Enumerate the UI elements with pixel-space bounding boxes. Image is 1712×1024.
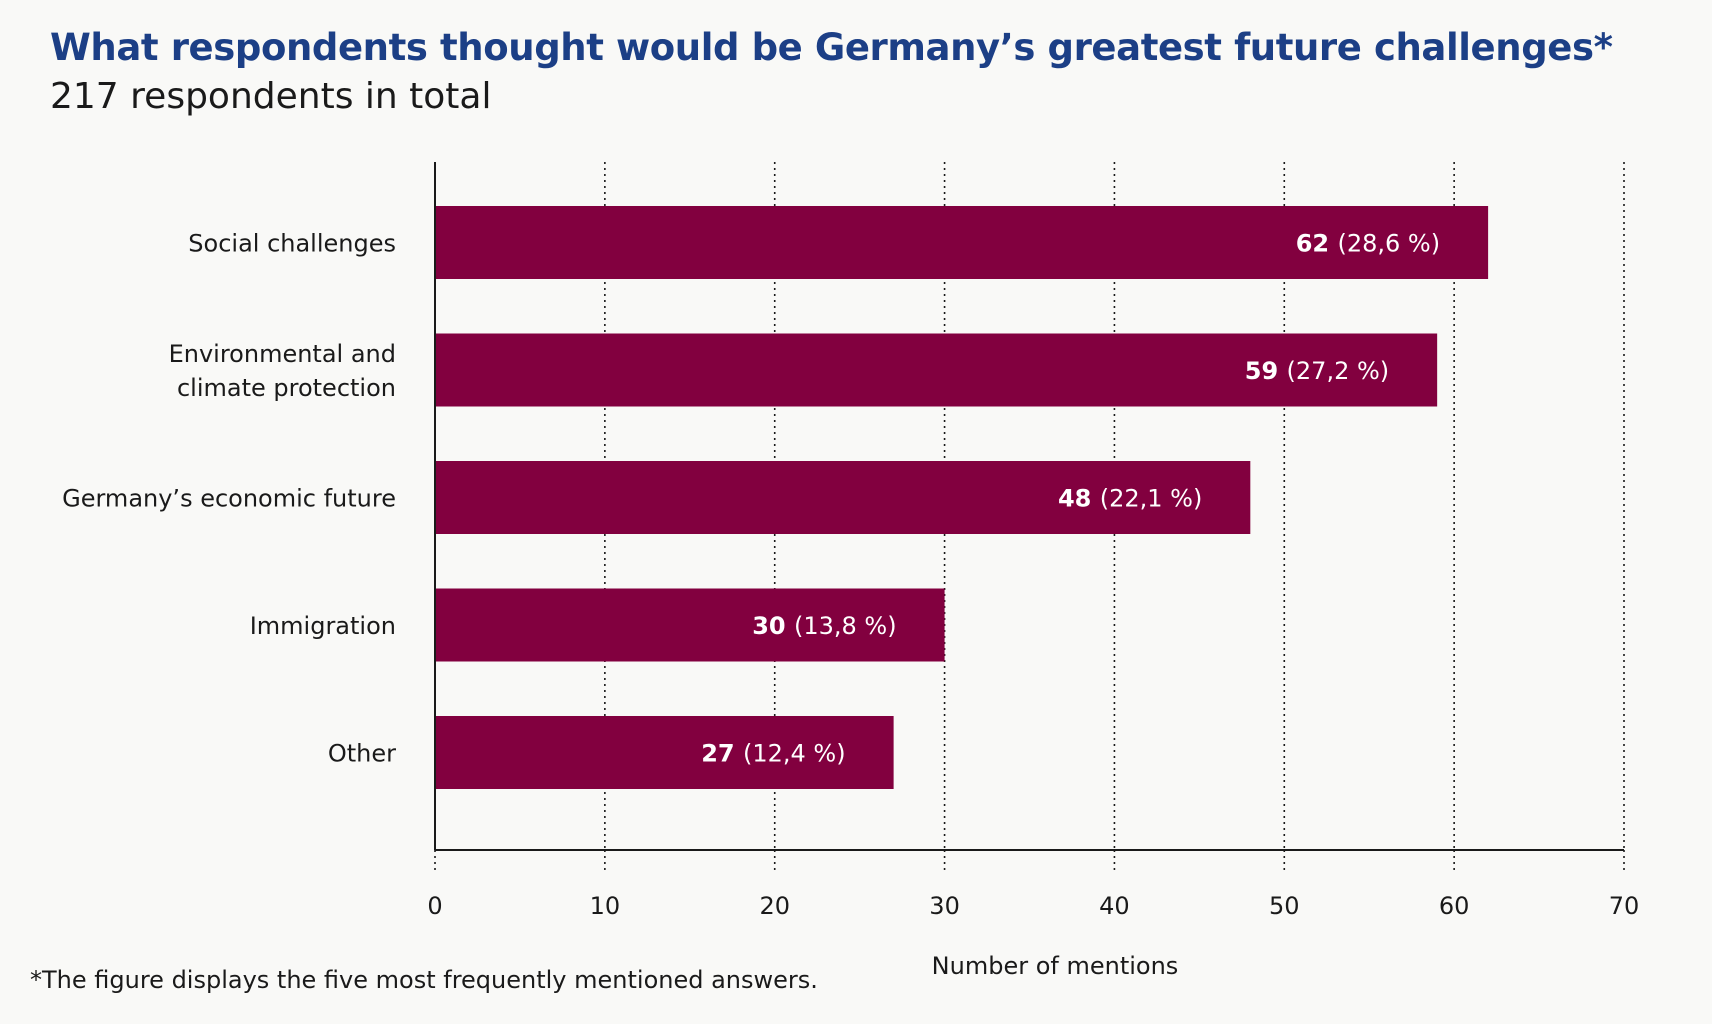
bar xyxy=(435,588,945,662)
category-label: Social challenges xyxy=(188,230,396,258)
x-axis-title: Number of mentions xyxy=(932,952,1179,980)
axes xyxy=(434,162,1625,872)
data-label: 30 (13,8 %) xyxy=(752,612,896,640)
category-label: Other xyxy=(328,740,396,768)
x-tick-label: 40 xyxy=(1099,892,1130,920)
bar xyxy=(435,206,1489,279)
x-tick-label: 10 xyxy=(590,892,621,920)
x-tick-label: 0 xyxy=(427,892,442,920)
x-tick-label: 70 xyxy=(1609,892,1640,920)
category-label: Germany’s economic future xyxy=(62,485,396,513)
x-tick-label: 50 xyxy=(1269,892,1300,920)
chart-subtitle: 217 respondents in total xyxy=(50,76,492,117)
bar xyxy=(435,716,894,789)
data-label: 59 (27,2 %) xyxy=(1245,357,1389,385)
x-tick-label: 20 xyxy=(759,892,790,920)
bars xyxy=(435,206,1489,789)
x-tick-label: 60 xyxy=(1439,892,1470,920)
chart-title: What respondents thought would be German… xyxy=(50,26,1613,69)
data-label: 62 (28,6 %) xyxy=(1296,230,1440,258)
bar xyxy=(435,461,1251,534)
data-label: 48 (22,1 %) xyxy=(1058,485,1202,513)
category-label: Immigration xyxy=(250,612,396,640)
x-tick-label: 30 xyxy=(929,892,960,920)
category-label: Environmental and climate protection xyxy=(169,340,396,402)
labels: 0 10 20 30 40 50 60 70 62 (28,6 %) Social challen… xyxy=(62,230,1639,981)
footnote: *The figure displays the five most frequ… xyxy=(30,966,818,994)
data-label: 27 (12,4 %) xyxy=(701,740,845,768)
bar xyxy=(435,333,1438,407)
